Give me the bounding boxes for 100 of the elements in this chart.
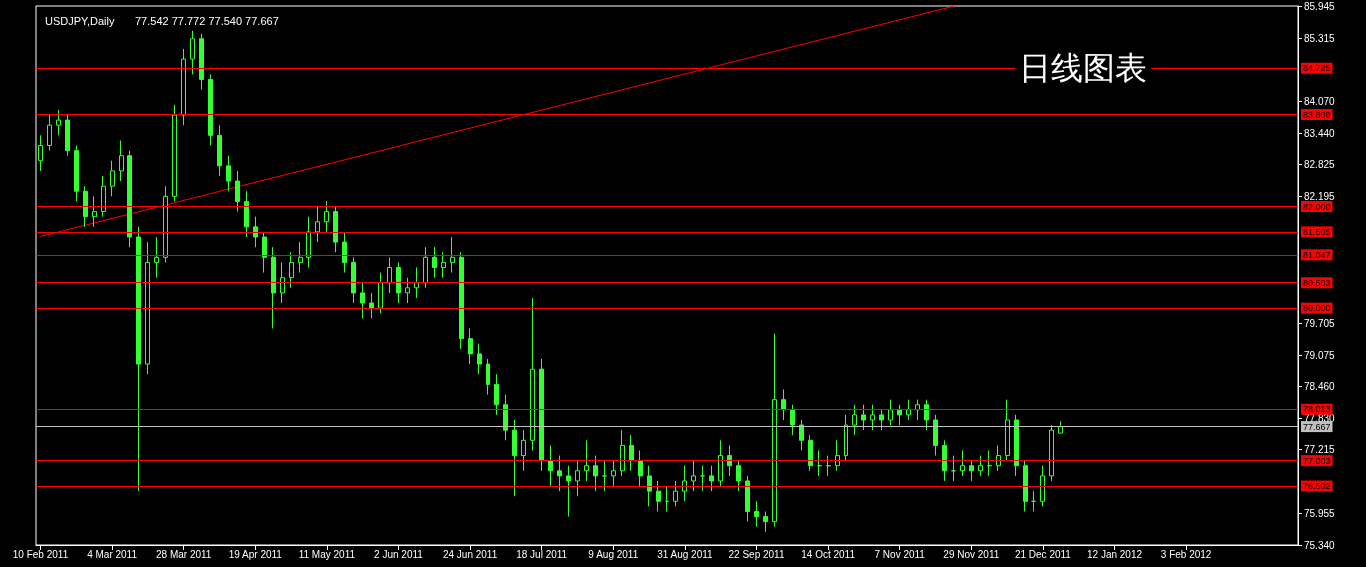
candlestick xyxy=(360,282,365,319)
candlestick xyxy=(1005,399,1010,462)
x-tick-label: 18 Jul 2011 xyxy=(516,548,568,560)
candlestick xyxy=(306,216,311,268)
candlestick xyxy=(781,388,786,421)
candlestick xyxy=(969,460,974,482)
candlestick xyxy=(101,175,106,218)
candlestick xyxy=(852,404,857,436)
candlestick xyxy=(324,200,329,233)
ref-line-label: 76.502 xyxy=(1303,481,1331,492)
candlestick xyxy=(333,206,338,253)
ref-line-label: 82.000 xyxy=(1303,201,1331,212)
candlestick xyxy=(665,485,669,512)
candlestick xyxy=(870,404,875,431)
candlestick xyxy=(727,444,732,477)
candlestick xyxy=(414,267,419,299)
candlestick xyxy=(718,439,723,487)
candlestick xyxy=(405,277,410,304)
candlestick xyxy=(557,455,562,492)
candlestick xyxy=(691,460,696,492)
candlestick xyxy=(924,399,929,431)
annotation: 日线图表 xyxy=(1019,49,1147,87)
candlestick xyxy=(861,404,866,431)
y-tick-label: 75.340 xyxy=(1304,539,1336,551)
x-tick-label: 29 Nov 2011 xyxy=(943,548,1000,560)
candlestick xyxy=(65,114,70,157)
candlestick xyxy=(396,261,401,304)
ref-line-label: 80.000 xyxy=(1303,303,1331,314)
candlestick xyxy=(441,251,446,279)
ref-line-label: 77.003 xyxy=(1303,455,1331,466)
candlestick xyxy=(951,455,956,482)
candlestick xyxy=(799,419,804,451)
candlestick xyxy=(459,251,464,350)
candlestick xyxy=(351,256,356,304)
candlestick xyxy=(879,409,884,431)
ref-line-label: 80.503 xyxy=(1303,277,1331,288)
text: 77.542 77.772 77.540 77.667 xyxy=(135,14,279,27)
candlestick xyxy=(127,150,132,248)
candlestick xyxy=(494,373,499,416)
x-tick-label: 14 Oct 2011 xyxy=(801,548,856,560)
candlestick xyxy=(790,404,795,436)
candlestick xyxy=(92,195,97,228)
candlestick xyxy=(835,439,840,472)
candlestick xyxy=(378,272,383,314)
candlestick xyxy=(888,399,893,426)
x-tick-label: 31 Aug 2011 xyxy=(657,548,714,560)
candlestick xyxy=(468,327,473,365)
x-tick-label: 21 Dec 2011 xyxy=(1014,548,1072,560)
candlestick xyxy=(503,394,508,441)
candlestick xyxy=(530,297,535,451)
ref-line-label: 81.505 xyxy=(1303,226,1331,237)
candlestick xyxy=(145,241,150,375)
x-tick-label: 22 Sep 2011 xyxy=(728,548,785,560)
candlestick xyxy=(280,261,285,304)
candlestick xyxy=(575,460,580,497)
candlestick xyxy=(387,256,392,294)
x-tick-label: 24 Jun 2011 xyxy=(442,548,498,560)
candlestick xyxy=(217,124,222,177)
candlestick xyxy=(1058,420,1063,434)
candlestick xyxy=(906,399,911,421)
y-tick-label: 75.955 xyxy=(1304,508,1336,520)
candlestick xyxy=(154,236,159,279)
candlestick xyxy=(647,465,652,507)
candlestick xyxy=(772,333,777,528)
candlestick xyxy=(700,465,705,492)
candlestick xyxy=(486,358,490,396)
candlestick xyxy=(181,48,186,126)
candlestick xyxy=(119,139,124,182)
x-tick-label: 12 Jan 2012 xyxy=(1086,548,1143,560)
candlestick xyxy=(584,439,589,482)
candlestick xyxy=(754,500,759,528)
candlestick xyxy=(235,170,240,213)
y-tick-label: 82.825 xyxy=(1304,159,1336,171)
candlestick xyxy=(450,236,455,274)
x-tick-label: 19 Apr 2011 xyxy=(228,548,283,560)
candlestick xyxy=(74,145,79,202)
candlestick xyxy=(673,480,678,507)
candlestick xyxy=(423,246,428,289)
x-tick-label: 7 Nov 2011 xyxy=(874,548,926,560)
candlestick xyxy=(933,414,938,457)
candlestick xyxy=(1031,490,1036,512)
x-tick-label: 2 Jun 2011 xyxy=(374,548,424,560)
candlestick xyxy=(226,155,231,192)
ref-line-label: 84.725 xyxy=(1303,63,1331,74)
candlestick xyxy=(262,231,267,274)
candlestick xyxy=(163,185,168,263)
y-tick-label: 82.195 xyxy=(1304,191,1336,203)
x-tick-label: 3 Feb 2012 xyxy=(1160,548,1212,560)
y-tick-label: 85.315 xyxy=(1304,32,1336,44)
x-tick-label: 10 Feb 2011 xyxy=(12,548,69,560)
candlestick xyxy=(566,465,571,518)
candlestick xyxy=(1014,414,1019,477)
candlestick xyxy=(736,460,741,492)
ref-line-label: 78.013 xyxy=(1303,404,1331,415)
y-tick-label: 79.705 xyxy=(1304,317,1336,329)
candlestick xyxy=(638,449,643,487)
candlestick xyxy=(960,449,965,477)
y-tick-label: 77.215 xyxy=(1304,444,1336,456)
ref-line-label: 81.047 xyxy=(1303,249,1331,260)
candlestick xyxy=(915,399,920,421)
